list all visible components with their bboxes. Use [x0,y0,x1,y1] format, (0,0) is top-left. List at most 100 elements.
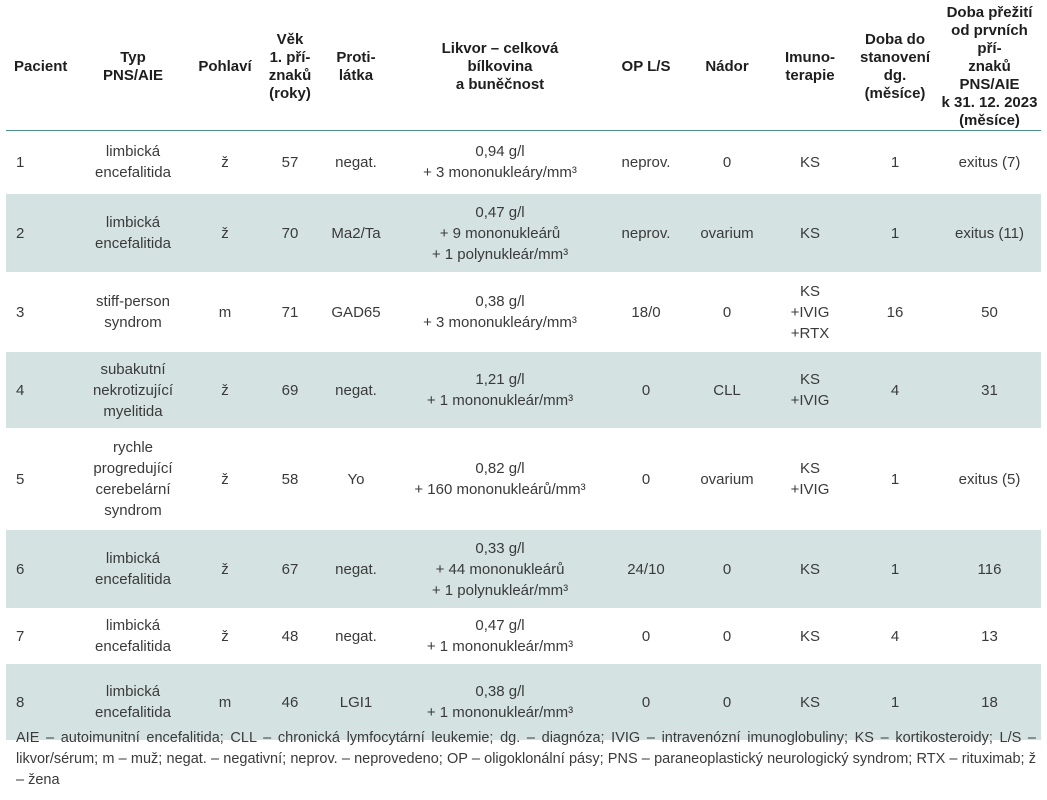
cell-ob: neprov. [606,193,686,273]
cell-line: KS [799,282,820,300]
cell-line: Doba přežití [946,4,1033,21]
cell-line: encefalitida [95,704,171,721]
cell-time-dg: 1 [852,130,938,194]
cell-ob: 24/10 [606,529,686,609]
cell-line: limbická [105,214,161,231]
cell-line: nekrotizující [92,381,174,399]
cell-survival: exitus (11) [938,193,1041,273]
table-header-row: Pacient Typ PNS/AIE Pohlaví Věk 1. pří-znaků(… [6,4,1041,131]
cell-line: Typ [120,49,146,66]
cell-antibody: LGI1 [318,663,394,741]
cell-immuno: KS [768,529,852,609]
table-footnote: AIE – autoimunitní encefalitida; CLL – c… [16,730,1036,788]
table-row: 5 rychle progredující cerebelární syndrom ž 58… [6,428,1041,530]
cell-line: znaků PNS/AIE [959,58,1020,93]
table-row: 8 limbická encefalitida m 46 LGI1 0,38 g/l + 1 … [6,663,1041,741]
cell-line: cerebelární [95,481,171,498]
cell-csf: 0,47 g/l + 9 mononukleárů + 1 polynukleár/… [394,193,606,273]
cell-antibody: Yo [318,428,394,530]
cell-line: + 1 mononukleár/mm³ [426,392,574,409]
cell-line: (roky) [269,85,311,102]
cell-line: Doba do [865,31,925,48]
cell-immuno: KS [768,130,852,194]
cell-line: 0,38 g/l [475,293,525,310]
cell-ob: 0 [606,428,686,530]
column-header-time-dg: Doba do stanovení dg. (měsíce) [852,4,938,131]
cell-tumor: 0 [686,272,768,352]
cell-line: 0,94 g/l [475,143,525,160]
cell-patient: 3 [6,272,78,352]
cell-sex: ž [188,130,262,194]
cell-line: Věk [276,31,304,48]
cell-line: Imuno- [785,49,835,66]
cell-antibody: Ma2/Ta [318,193,394,273]
cell-survival: 13 [938,608,1041,664]
cell-time-dg: 4 [852,351,938,429]
table-row: 4 subakutní nekrotizující myelitida ž 69 negat… [6,351,1041,429]
cell-age: 69 [262,351,318,429]
cell-time-dg: 4 [852,608,938,664]
cell-line: KS [799,153,820,171]
cell-patient: 2 [6,193,78,273]
cell-type: subakutní nekrotizující myelitida [78,351,188,429]
cell-ob: 0 [606,663,686,741]
cell-line: 0,33 g/l [475,539,525,557]
cell-line: + 1 mononukleár/mm³ [426,638,574,655]
cell-csf: 0,38 g/l + 1 mononukleár/mm³ [394,663,606,741]
cell-line: limbická [105,143,161,160]
cell-line: Pohlaví [198,58,252,75]
cell-csf: 0,38 g/l + 3 mononukleáry/mm³ [394,272,606,352]
cell-line: +RTX [790,324,830,342]
cell-line: Nádor [705,58,749,75]
cell-line: terapie [785,67,835,84]
cell-ob: 0 [606,351,686,429]
cell-line: 0,47 g/l [475,617,525,634]
cell-age: 67 [262,529,318,609]
cell-line: látka [338,67,374,84]
cell-immuno: KS +IVIG [768,351,852,429]
cell-tumor: 0 [686,663,768,741]
cell-line: Pacient [14,58,68,75]
cell-csf: 0,82 g/l + 160 mononukleárů/mm³ [394,428,606,530]
cell-tumor: 0 [686,608,768,664]
cell-line: znaků [268,67,312,84]
cell-line: + 3 mononukleáry/mm³ [423,164,577,181]
cell-survival: 18 [938,663,1041,741]
cell-line: bílkovina [467,58,533,75]
cell-tumor: CLL [686,351,768,429]
column-header-age: Věk 1. pří-znaků (roky) [262,4,318,131]
cell-csf: 0,47 g/l + 1 mononukleár/mm³ [394,608,606,664]
cell-line: KS [799,460,820,477]
cell-line: encefalitida [95,164,171,181]
cell-line: +IVIG [790,392,830,409]
cell-sex: ž [188,608,262,664]
column-header-type: Typ PNS/AIE [78,4,188,131]
cell-line: + 1 polynukleár/mm³ [431,581,569,599]
cell-line: + 160 mononukleárů/mm³ [414,481,586,498]
table-row: 2 limbická encefalitida ž 70 Ma2/Ta 0,47 g/l + … [6,193,1041,273]
column-header-tumor: Nádor [686,4,768,131]
cell-antibody: negat. [318,351,394,429]
cell-line: + 9 mononukleárů [439,224,561,242]
cell-time-dg: 1 [852,428,938,530]
cell-ob: neprov. [606,130,686,194]
cell-sex: ž [188,193,262,273]
cell-csf: 1,21 g/l + 1 mononukleár/mm³ [394,351,606,429]
cell-immuno: KS +IVIG +RTX [768,272,852,352]
cell-time-dg: 1 [852,663,938,741]
cell-patient: 5 [6,428,78,530]
cell-tumor: ovarium [686,193,768,273]
cell-antibody: negat. [318,529,394,609]
table-row: 1 limbická encefalitida ž 57 negat. 0,94 g/l + … [6,130,1041,194]
table-row: 7 limbická encefalitida ž 48 negat. 0,47 g/l + … [6,608,1041,664]
cell-line: rychle [112,439,153,456]
cell-sex: m [188,663,262,741]
cell-line: (měsíce) [959,112,1020,129]
cell-sex: ž [188,428,262,530]
cell-line: KS [799,693,820,711]
cell-antibody: GAD65 [318,272,394,352]
table-row: 3 stiff-person syndrom m 71 GAD65 0,38 g/l + 3 … [6,272,1041,352]
cell-ob: 0 [606,608,686,664]
cell-line: a buněčnost [455,76,545,93]
